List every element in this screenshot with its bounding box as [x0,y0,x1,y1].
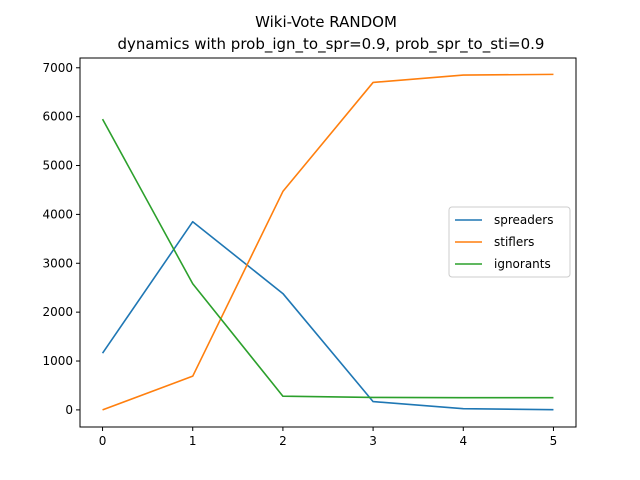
y-tick-label: 3000 [42,256,73,270]
legend: spreaders stiflers ignorants [448,206,571,278]
x-tick-label: 4 [459,434,467,448]
chart-title: Wiki-Vote RANDOM [255,13,397,31]
legend-box [448,206,571,278]
y-tick-label: 2000 [42,305,73,319]
y-tick-label: 1000 [42,354,73,368]
series-line-ignorants [101,118,554,399]
x-tick-label: 1 [189,434,197,448]
y-tick-label: 6000 [42,110,73,124]
y-tick-label: 4000 [42,207,73,221]
x-axis: 0 1 2 3 4 5 [99,427,558,448]
x-tick-label: 2 [279,434,287,448]
x-tick-label: 0 [99,434,107,448]
y-tick-label: 0 [65,403,73,417]
x-tick-label: 5 [550,434,558,448]
y-tick-label: 7000 [42,61,73,75]
series-line-spreaders [101,220,554,411]
legend-label-ignorants: ignorants [494,257,551,271]
legend-label-spreaders: spreaders [494,213,553,227]
plot-area-frame [79,57,577,428]
legend-label-stiflers: stiflers [494,235,534,249]
series-lines [101,73,554,411]
x-tick-label: 3 [369,434,377,448]
y-tick-label: 5000 [42,159,73,173]
chart-subtitle: dynamics with prob_ign_to_spr=0.9, prob_… [118,35,545,54]
series-line-stiflers [102,73,554,411]
y-axis: 0 1000 2000 3000 4000 5000 6000 7000 [42,61,80,417]
